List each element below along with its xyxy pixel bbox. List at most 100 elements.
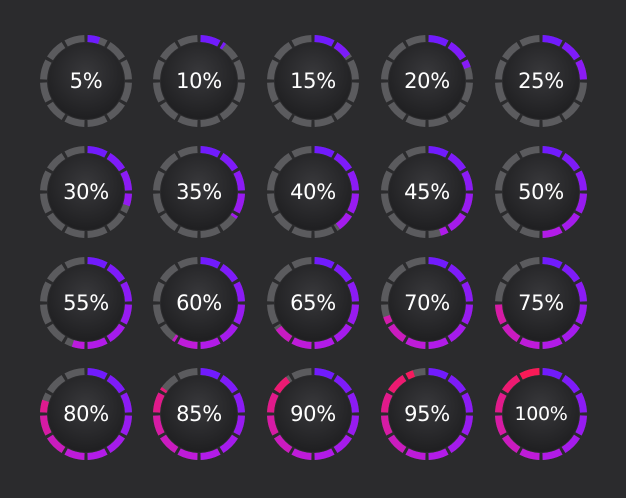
gauge-progress-segment [495,392,507,413]
gauge-track-segment [291,146,312,158]
gauge-progress-segment [171,334,179,342]
gauge-progress-segment [219,264,238,283]
gauge-progress-segment [87,448,108,460]
gauge-disc [48,265,124,341]
gauge-progress-segment [542,146,563,158]
gauge-progress-segment [542,448,563,460]
gauge-track-segment [381,281,393,302]
gauge-progress-segment [47,434,66,453]
gauge-progress-segment [502,434,521,453]
gauge-progress-segment [120,170,132,191]
gauge-progress-segment [106,264,125,283]
gauge-track-segment [561,101,580,120]
gauge-progress-segment [219,434,238,453]
gauge-track-segment [267,281,279,302]
gauge-progress-segment [120,392,132,413]
gauge-ring [267,146,359,238]
gauge-progress-segment [561,42,580,61]
gauge-progress-segment [447,212,466,231]
gauge-progress-segment [461,193,473,214]
gauge-track-segment [267,304,279,325]
progress-gauge-85: 85% [151,366,247,462]
gauge-progress-segment [383,315,393,325]
gauge-track-segment [177,257,198,269]
gauge-track-segment [177,35,198,47]
gauge-track-segment [160,323,179,342]
gauge-progress-segment [120,281,132,302]
gauge-disc [503,265,579,341]
gauge-progress-segment [447,434,466,453]
gauge-ring [381,35,473,127]
gauge-progress-segment [447,323,466,342]
gauge-progress-segment [461,59,471,69]
gauge-ring [267,257,359,349]
gauge-progress-segment [575,281,587,302]
gauge-progress-segment [106,434,125,453]
gauge-progress-segment [233,415,245,436]
progress-gauge-5: 5% [38,33,134,129]
gauge-track-segment [219,101,238,120]
gauge-track-segment [153,170,165,191]
gauge-progress-segment [333,375,352,394]
gauge-disc [389,154,465,230]
gauge-disc [503,376,579,452]
gauge-ring [40,146,132,238]
gauge-progress-segment [153,392,165,413]
gauge-progress-segment [233,304,245,325]
gauge-track-segment [160,375,179,394]
gauge-progress-segment [388,323,407,342]
gauge-track-segment [153,193,165,214]
gauge-track-segment [381,170,393,191]
gauge-disc [503,154,579,230]
gauge-track-segment [388,42,407,61]
gauge-progress-segment [428,448,449,460]
gauge-progress-segment [519,368,540,380]
gauge-track-segment [291,257,312,269]
gauge-track-segment [153,82,165,103]
gauge-progress-segment [542,368,563,380]
gauge-progress-segment [405,370,415,380]
gauge-progress-segment [428,337,449,349]
gauge-progress-segment [461,415,473,436]
gauge-track-segment [405,257,426,269]
gauge-track-segment [495,170,507,191]
gauge-progress-segment [267,392,279,413]
gauge-progress-segment [267,415,279,436]
gauge-progress-segment [461,170,473,191]
gauge-progress-segment [381,392,393,413]
gauge-progress-segment [439,226,449,236]
gauge-disc [48,376,124,452]
gauge-progress-segment [120,415,132,436]
gauge-progress-segment [200,257,221,269]
gauge-progress-segment [561,212,580,231]
gauge-ring [267,35,359,127]
gauge-progress-segment [502,323,521,342]
gauge-track-segment [267,170,279,191]
gauge-track-segment [200,115,221,127]
gauge-ring [381,146,473,238]
gauge-progress-segment [230,212,238,220]
gauge-disc [389,43,465,119]
gauge-ring [381,257,473,349]
gauge-track-segment [405,35,426,47]
gauge-progress-segment [233,281,245,302]
gauge-progress-segment [519,337,540,349]
gauge-track-segment [388,212,407,231]
gauge-track-segment [233,59,245,80]
progress-gauge-50: 50% [493,144,589,240]
gauge-track-segment [47,375,66,394]
gauge-track-segment [291,368,312,380]
gauge-track-segment [47,212,66,231]
progress-gauge-40: 40% [265,144,361,240]
gauge-progress-segment [347,193,359,214]
gauge-track-segment [87,226,108,238]
gauge-progress-segment [333,153,352,172]
gauge-track-segment [405,226,426,238]
gauge-disc [161,376,237,452]
gauge-track-segment [502,42,521,61]
gauge-track-segment [347,59,359,80]
gauge-progress-segment [314,448,335,460]
gauge-track-segment [219,212,238,231]
gauge-progress-segment [461,392,473,413]
gauge-track-segment [47,153,66,172]
